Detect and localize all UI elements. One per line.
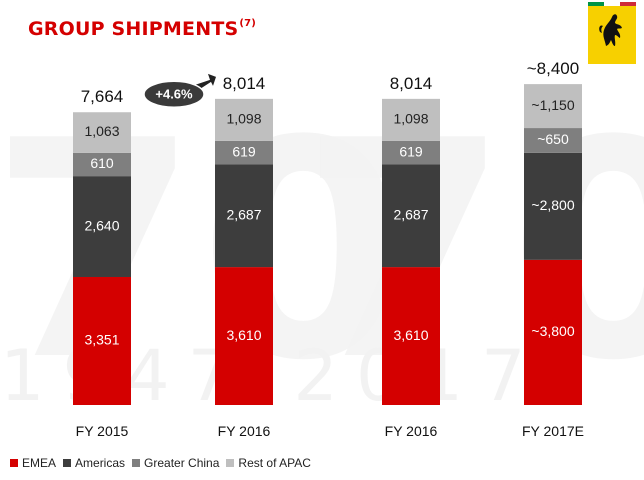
bar-segment-greater-china [215,140,273,165]
data-label: 2,687 [226,206,261,222]
total-label: 8,014 [390,74,433,93]
bar-segment-rest-of-apac [215,98,273,141]
legend-swatch [226,459,235,467]
data-label: ~3,800 [531,323,574,339]
category-label: FY 2016 [385,423,438,439]
data-label: 2,687 [393,206,428,222]
legend-label: Rest of APAC [238,456,311,470]
legend-swatch [132,459,141,467]
watermark-large-number-right: 70 [300,77,644,426]
prancing-horse-icon [588,2,636,46]
segment-labels-layer: 3,351 2,640 610 1,063 3,610 2,687 619 1,098 3,61… [84,97,574,348]
growth-callout-arrow [194,73,216,91]
title-footnote: (7) [239,18,257,29]
data-label: ~650 [537,131,569,147]
bar-segment-rest-of-apac [382,98,440,141]
legend-label: Americas [75,456,126,470]
total-label: 7,664 [81,87,124,106]
category-label: FY 2015 [76,423,129,439]
bar-segment-americas [215,164,273,268]
data-label: 1,063 [84,123,119,139]
data-label: 610 [90,155,114,171]
data-label: 2,640 [84,217,119,233]
bar-segment-emea [73,276,131,405]
bar-segment-americas [382,164,440,268]
bar-segment-emea [524,259,582,405]
watermark-large-number: 70 [0,77,407,426]
legend-item-rest-of-apac: Rest of APAC [226,456,311,470]
data-label: ~2,800 [531,197,574,213]
bars-layer [73,84,582,405]
legend-item-americas: Americas [63,456,125,470]
ferrari-logo [588,2,636,64]
chart-legend: EMEA Americas Greater China Rest of APAC [10,455,318,471]
legend-swatch [63,459,72,467]
growth-callout-text: +4.6% [155,87,193,102]
data-label: 1,098 [393,111,428,127]
totals-layer: 7,664 8,014 8,014 ~8,400 [81,59,580,106]
legend-item-emea: EMEA [10,456,56,470]
category-label: FY 2016 [218,423,271,439]
data-label: 619 [232,143,256,159]
growth-callout-bubble [143,80,205,108]
bar-segment-greater-china [73,152,131,177]
legend-label: Greater China [144,456,220,470]
bar-segment-rest-of-apac [73,112,131,153]
bar-segment-emea [215,267,273,405]
category-labels-layer: FY 2015 FY 2016 FY 2016 FY 2017E [76,423,584,439]
data-label: ~1,150 [531,97,574,113]
total-label: ~8,400 [527,59,579,78]
data-label: 1,098 [226,111,261,127]
legend-item-greater-china: Greater China [132,456,219,470]
page-title: GROUP SHIPMENTS(7) [28,18,257,40]
data-label: 3,351 [84,332,119,348]
bar-segment-greater-china [382,140,440,165]
category-label: FY 2017E [522,423,584,439]
bar-segment-emea [382,267,440,405]
bar-segment-greater-china [524,128,582,153]
growth-callout: +4.6% [143,73,216,108]
data-label: 619 [399,143,423,159]
data-label: 3,610 [226,327,261,343]
legend-swatch [10,459,18,467]
total-label: 8,014 [223,74,266,93]
legend-label: EMEA [22,456,57,470]
data-label: 3,610 [393,327,428,343]
bar-segment-americas [73,176,131,277]
bar-segment-americas [524,152,582,260]
bar-segment-rest-of-apac [524,84,582,129]
